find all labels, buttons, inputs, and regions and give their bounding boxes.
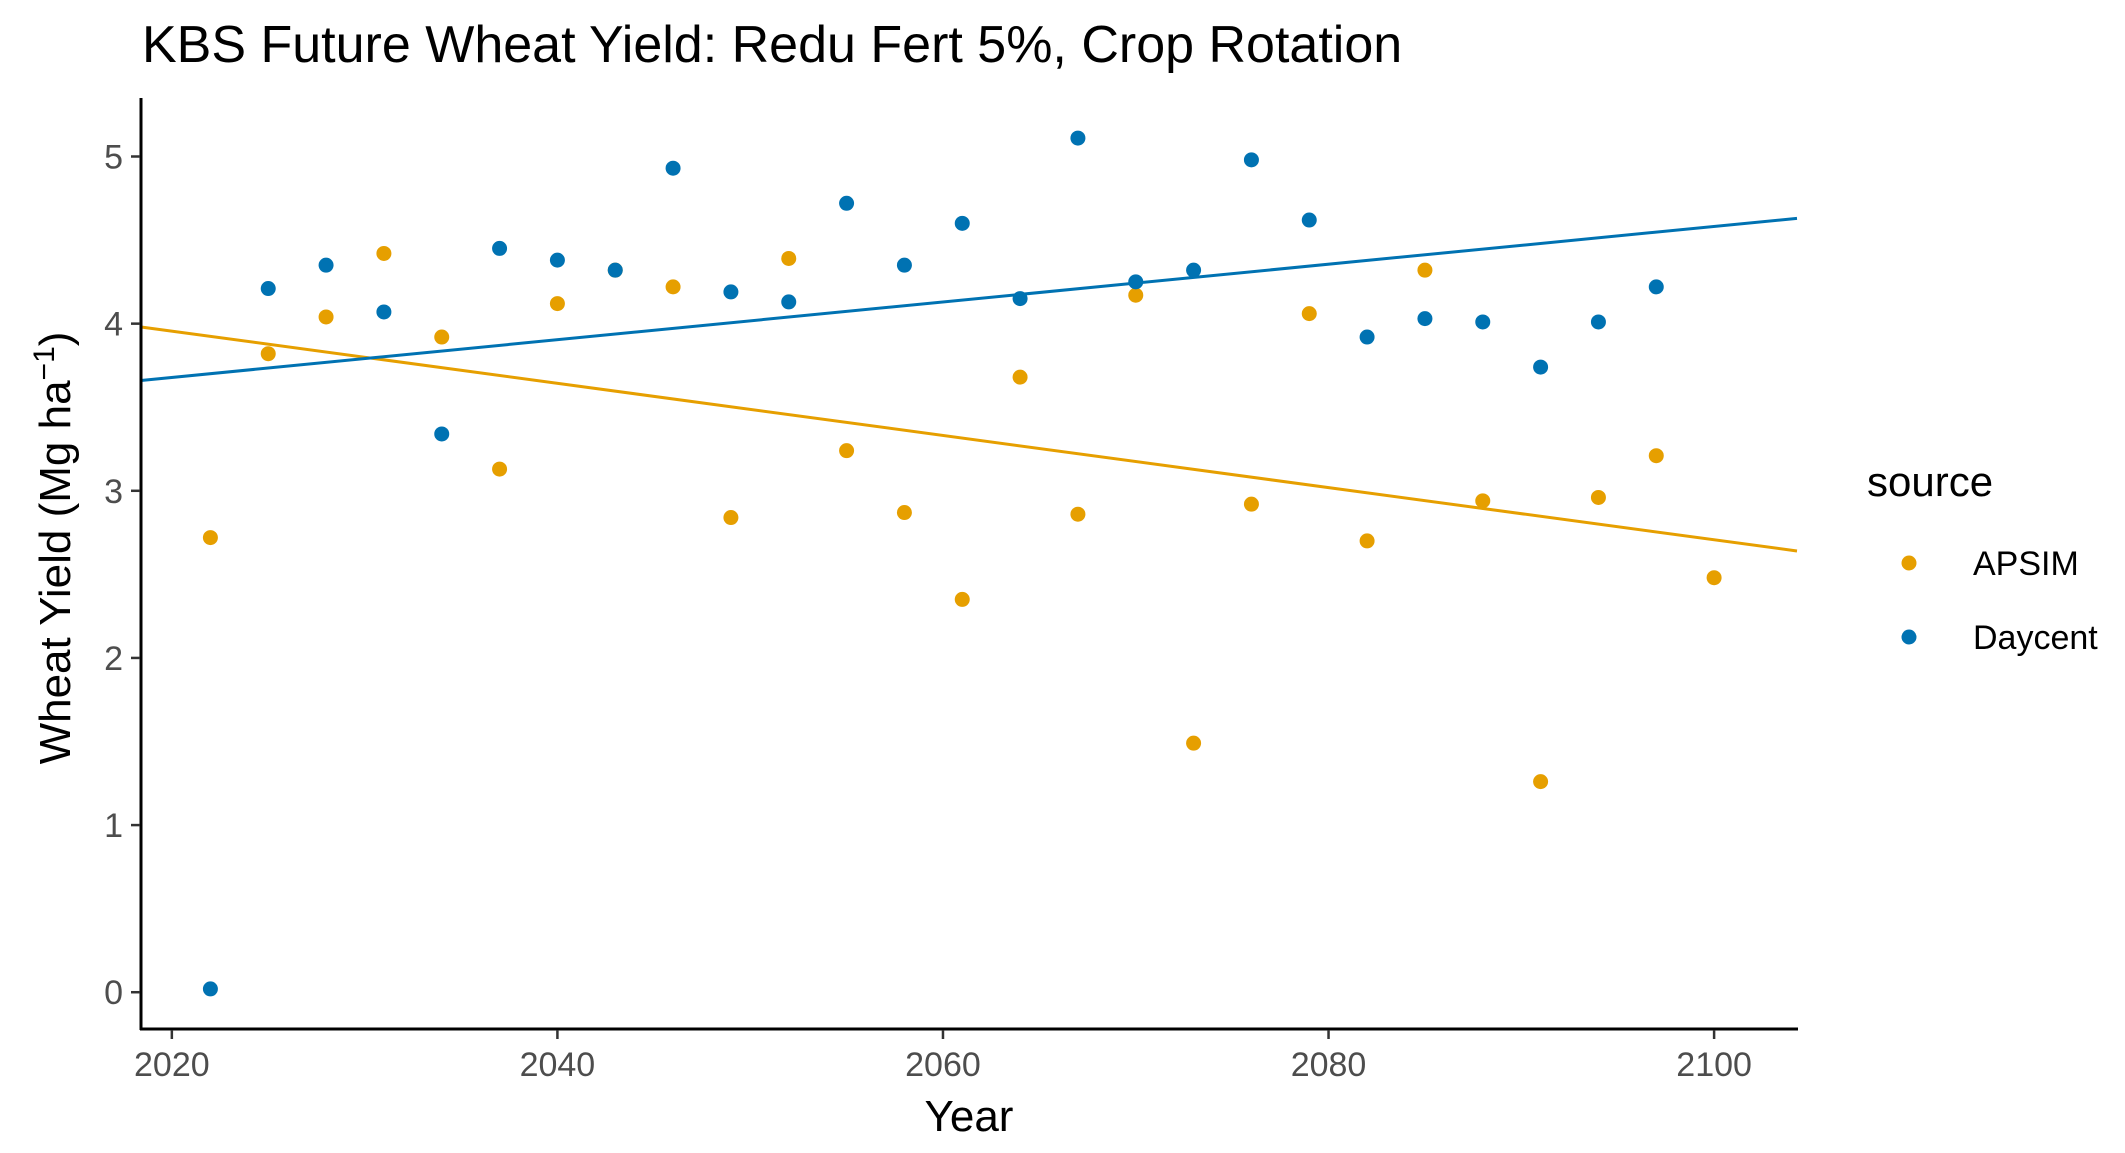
apsim-point (434, 329, 450, 345)
daycent-point (1648, 279, 1664, 295)
daycent-point (549, 252, 565, 268)
daycent-point (954, 215, 970, 231)
apsim-point (1533, 774, 1549, 790)
daycent-point (896, 257, 912, 273)
x-tick-label: 2100 (1676, 1046, 1752, 1084)
apsim-point (839, 443, 855, 459)
apsim-point (1070, 506, 1086, 522)
apsim-point (1243, 496, 1259, 512)
daycent-point (1070, 130, 1086, 146)
daycent-point (781, 294, 797, 310)
legend-label-daycent: Daycent (1973, 619, 2098, 657)
y-tick-label: 1 (104, 807, 123, 845)
daycent-point (318, 257, 334, 273)
apsim-point (1186, 735, 1202, 751)
daycent-point (839, 195, 855, 211)
x-tick-label: 2020 (134, 1046, 210, 1084)
apsim-point (723, 510, 739, 526)
daycent-point (1301, 212, 1317, 228)
apsim-point (202, 530, 218, 546)
apsim-point (954, 591, 970, 607)
daycent-trend-line (140, 216, 1798, 382)
apsim-point (1301, 306, 1317, 322)
y-tick-label: 4 (104, 306, 123, 344)
apsim-point (781, 250, 797, 266)
apsim-point (1417, 262, 1433, 278)
apsim-point (1590, 489, 1606, 505)
legend-label-apsim: APSIM (1973, 545, 2079, 583)
daycent-point (607, 262, 623, 278)
y-axis-title: Wheat Yield (Mg ha−1) (28, 332, 80, 765)
x-axis: 2020 2040 2060 2080 2100 (134, 1030, 1752, 1084)
daycent-point (1243, 152, 1259, 168)
apsim-point (1475, 493, 1491, 509)
apsim-point (260, 346, 276, 362)
x-tick-label: 2040 (520, 1046, 596, 1084)
daycent-point (1475, 314, 1491, 330)
apsim-point (318, 309, 334, 325)
daycent-point (665, 160, 681, 176)
legend-key-daycent (1901, 629, 1917, 645)
daycent-point (492, 240, 508, 256)
legend-title: source (1867, 458, 1993, 505)
x-tick-label: 2060 (905, 1046, 981, 1084)
apsim-point (1012, 369, 1028, 385)
apsim-point (492, 461, 508, 477)
y-tick-label: 2 (104, 640, 123, 678)
chart-title: KBS Future Wheat Yield: Redu Fert 5%, Cr… (142, 16, 1402, 74)
apsim-trend-line (140, 325, 1798, 553)
daycent-point (376, 304, 392, 320)
apsim-point (896, 505, 912, 521)
daycent-point (1359, 329, 1375, 345)
y-axis-title-main: Wheat Yield (Mg ha (31, 380, 80, 764)
apsim-point (1706, 570, 1722, 586)
daycent-point (1533, 359, 1549, 375)
plot-area (140, 130, 1798, 997)
y-axis-title-close: ) (31, 332, 80, 347)
y-tick-label: 0 (104, 974, 123, 1012)
apsim-point (549, 296, 565, 312)
daycent-point (260, 281, 276, 297)
x-tick-label: 2080 (1291, 1046, 1367, 1084)
y-tick-label: 3 (104, 473, 123, 511)
y-axis-title-superscript: −1 (28, 346, 61, 380)
daycent-point (723, 284, 739, 300)
daycent-point (202, 981, 218, 997)
y-tick-label: 5 (104, 139, 123, 177)
apsim-point (1648, 448, 1664, 464)
legend: source APSIM Daycent (1867, 458, 2098, 657)
daycent-point (1590, 314, 1606, 330)
legend-key-apsim (1901, 555, 1917, 571)
apsim-point (376, 245, 392, 261)
daycent-point (434, 426, 450, 442)
x-axis-title: Year (925, 1092, 1014, 1141)
daycent-point (1417, 311, 1433, 327)
daycent-point (1186, 262, 1202, 278)
apsim-point (1359, 533, 1375, 549)
apsim-point (1128, 287, 1144, 303)
y-axis: 0 1 2 3 4 5 (104, 139, 140, 1012)
apsim-point (665, 279, 681, 295)
